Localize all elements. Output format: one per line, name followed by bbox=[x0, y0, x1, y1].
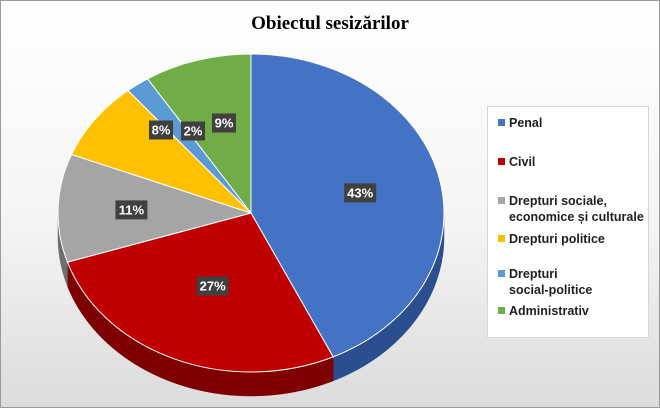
data-label: 8% bbox=[152, 123, 171, 138]
data-label-box bbox=[344, 183, 377, 203]
data-label-box bbox=[149, 120, 173, 140]
slice-drepturi-sociale-economice-i-culturale bbox=[57, 153, 253, 263]
data-label: 2% bbox=[184, 124, 203, 139]
data-label-box bbox=[212, 113, 236, 133]
legend-swatch bbox=[498, 307, 505, 314]
data-label: 9% bbox=[215, 116, 234, 131]
legend-swatch bbox=[498, 119, 505, 126]
slice-penal bbox=[250, 53, 445, 358]
data-label: 11% bbox=[119, 202, 145, 217]
legend-label: Drepturi social-politice bbox=[509, 267, 593, 297]
legend: Penal Civil Drepturi sociale, economice și… bbox=[487, 106, 649, 338]
data-label-box bbox=[181, 121, 205, 141]
legend-swatch bbox=[498, 197, 505, 204]
chart-title: Obiectul sesizărilor bbox=[251, 13, 409, 34]
legend-label: Civil bbox=[509, 155, 536, 169]
legend-label: Penal bbox=[509, 116, 543, 130]
slice-drepturi-politice bbox=[70, 89, 252, 214]
legend-label: Drepturi sociale, economice și culturale bbox=[509, 194, 644, 224]
legend-swatch bbox=[498, 158, 505, 165]
legend-label: Drepturi politice bbox=[509, 232, 605, 246]
legend-swatch bbox=[498, 270, 505, 277]
data-label-box bbox=[115, 200, 148, 220]
legend-swatch bbox=[498, 235, 505, 242]
data-label: 43% bbox=[347, 185, 373, 200]
data-label: 27% bbox=[200, 279, 226, 294]
data-label-box bbox=[196, 276, 229, 296]
legend-label: Administrativ bbox=[509, 304, 589, 318]
